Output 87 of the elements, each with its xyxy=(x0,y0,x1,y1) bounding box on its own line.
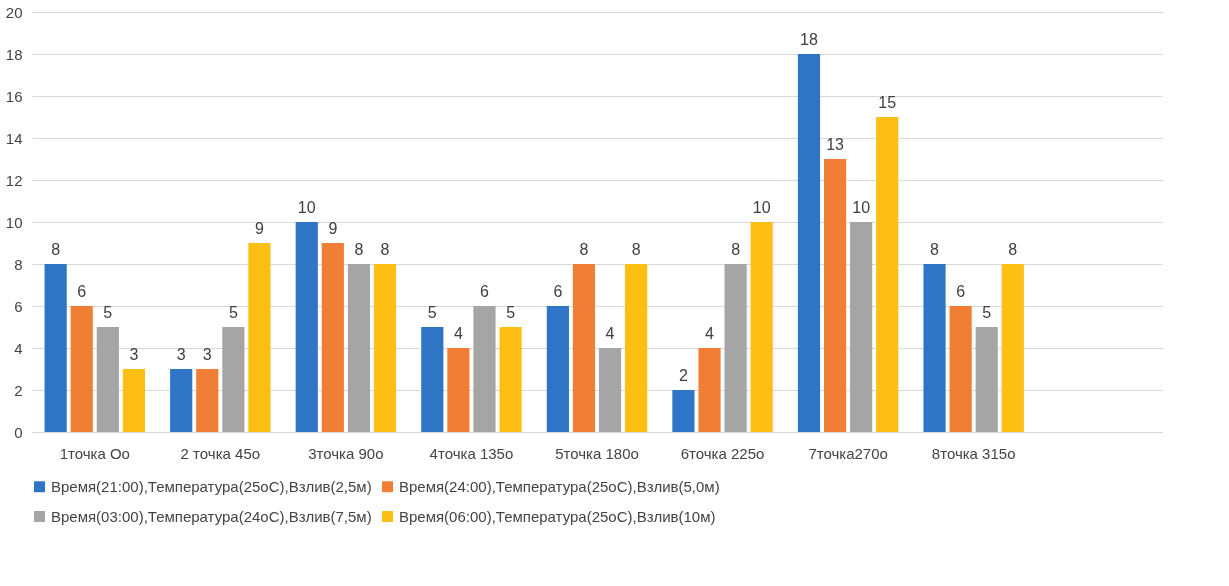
data-label: 8 xyxy=(380,241,390,258)
data-label: 9 xyxy=(255,220,265,237)
bar xyxy=(923,264,946,432)
data-label: 4 xyxy=(453,325,463,342)
bar xyxy=(975,327,998,432)
bar xyxy=(876,117,899,432)
y-tick-label: 18 xyxy=(5,45,23,63)
y-tick-label: 20 xyxy=(5,3,23,21)
bar xyxy=(122,369,145,432)
bar xyxy=(421,327,444,432)
data-label: 8 xyxy=(579,241,589,258)
bar xyxy=(295,222,318,432)
data-label: 8 xyxy=(731,241,741,258)
data-label: 10 xyxy=(752,199,771,216)
bar xyxy=(698,348,721,432)
x-tick-label: 1точка Оо xyxy=(59,444,130,462)
bar xyxy=(499,327,522,432)
y-tick-label: 8 xyxy=(14,255,23,273)
y-tick-label: 12 xyxy=(5,171,23,189)
legend-label: Время(24:00),Температура(25оС),Взлив(5,0м) xyxy=(399,477,720,495)
data-label: 6 xyxy=(77,283,87,300)
data-label: 8 xyxy=(930,241,940,258)
bar xyxy=(598,348,622,432)
data-label: 3 xyxy=(176,346,186,363)
bar xyxy=(347,264,371,432)
data-label: 6 xyxy=(480,283,490,300)
bar xyxy=(750,222,773,432)
data-label: 8 xyxy=(51,241,61,258)
data-label: 6 xyxy=(553,283,563,300)
bar xyxy=(546,306,569,432)
bar xyxy=(850,222,873,432)
data-label: 6 xyxy=(956,283,966,300)
x-tick-label: 4точка 135о xyxy=(429,444,514,462)
data-label: 5 xyxy=(228,304,238,321)
bar xyxy=(248,243,271,432)
y-tick-label: 0 xyxy=(14,423,23,441)
bar xyxy=(949,306,972,432)
y-tick-label: 14 xyxy=(5,129,23,147)
data-label: 15 xyxy=(878,94,897,111)
legend-label: Время(21:00),Температура(25оС),Взлив(2,5м) xyxy=(51,477,372,495)
bar xyxy=(572,264,596,432)
y-tick-label: 10 xyxy=(5,213,23,231)
data-label: 5 xyxy=(982,304,992,321)
data-label: 5 xyxy=(506,304,516,321)
data-label: 4 xyxy=(705,325,715,342)
data-label: 8 xyxy=(1008,241,1018,258)
bar xyxy=(222,327,245,432)
x-tick-label: 8точка 315о xyxy=(931,444,1016,462)
data-label: 10 xyxy=(297,199,316,216)
bar xyxy=(170,369,193,432)
bar xyxy=(373,264,397,432)
y-tick-label: 16 xyxy=(5,87,23,105)
bar xyxy=(96,327,119,432)
data-label: 4 xyxy=(605,325,615,342)
bar xyxy=(797,54,821,432)
x-tick-label: 6точка 225о xyxy=(680,444,765,462)
bar xyxy=(447,348,470,432)
bar xyxy=(321,243,344,432)
y-tick-label: 4 xyxy=(14,339,23,357)
data-label: 5 xyxy=(427,304,437,321)
bar xyxy=(1001,264,1024,432)
y-tick-label: 2 xyxy=(14,381,23,399)
data-label: 10 xyxy=(852,199,871,216)
data-label: 8 xyxy=(354,241,364,258)
bar xyxy=(70,306,93,432)
bar xyxy=(196,369,219,432)
bar xyxy=(625,264,648,432)
x-tick-label: 5точка 180о xyxy=(555,444,639,462)
data-label: 9 xyxy=(328,220,338,237)
data-label: 8 xyxy=(631,241,641,258)
data-label: 5 xyxy=(103,304,113,321)
legend-label: Время(06:00),Температура(25оС),Взлив(10м) xyxy=(399,507,716,525)
bar xyxy=(823,159,847,432)
y-tick-label: 6 xyxy=(14,297,23,315)
x-tick-label: 2 точка 45о xyxy=(180,444,261,462)
bar xyxy=(44,264,67,432)
data-label: 2 xyxy=(678,367,688,384)
data-label: 13 xyxy=(826,136,845,153)
x-tick-label: 3точка 90о xyxy=(308,444,384,462)
legend-label: Время(03:00),Температура(24оС),Взлив(7,5м) xyxy=(51,507,372,525)
data-label: 3 xyxy=(129,346,139,363)
bar xyxy=(724,264,747,432)
data-label: 18 xyxy=(800,31,818,48)
bar xyxy=(672,390,695,432)
bar xyxy=(473,306,496,432)
x-tick-label: 7точка270о xyxy=(808,444,888,462)
data-label: 3 xyxy=(202,346,212,363)
